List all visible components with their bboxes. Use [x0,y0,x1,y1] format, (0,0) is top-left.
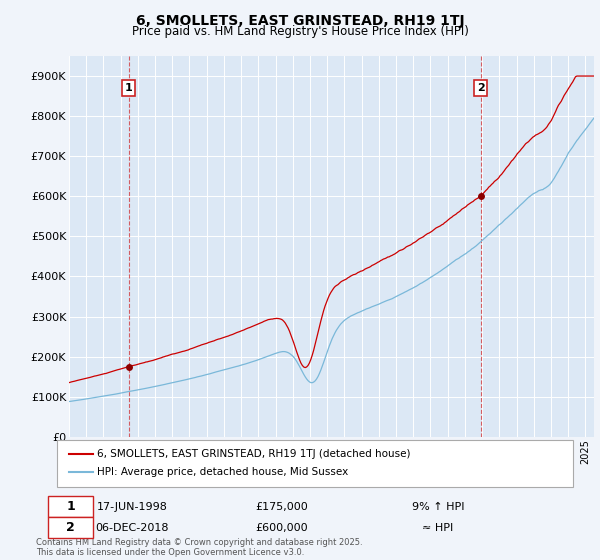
Text: 6, SMOLLETS, EAST GRINSTEAD, RH19 1TJ (detached house): 6, SMOLLETS, EAST GRINSTEAD, RH19 1TJ (d… [97,449,410,459]
Text: Contains HM Land Registry data © Crown copyright and database right 2025.
This d: Contains HM Land Registry data © Crown c… [36,538,362,557]
Text: 9% ↑ HPI: 9% ↑ HPI [412,502,464,512]
Text: HPI: Average price, detached house, Mid Sussex: HPI: Average price, detached house, Mid … [97,467,349,477]
Text: 2: 2 [67,521,75,534]
Text: £600,000: £600,000 [256,522,308,533]
Text: 1: 1 [125,83,133,93]
Text: ≈ HPI: ≈ HPI [422,522,454,533]
Text: 06-DEC-2018: 06-DEC-2018 [95,522,169,533]
Text: 17-JUN-1998: 17-JUN-1998 [97,502,167,512]
Text: 6, SMOLLETS, EAST GRINSTEAD, RH19 1TJ: 6, SMOLLETS, EAST GRINSTEAD, RH19 1TJ [136,14,464,28]
Text: Price paid vs. HM Land Registry's House Price Index (HPI): Price paid vs. HM Land Registry's House … [131,25,469,38]
Text: 2: 2 [477,83,485,93]
Text: £175,000: £175,000 [256,502,308,512]
Text: 1: 1 [67,500,75,514]
